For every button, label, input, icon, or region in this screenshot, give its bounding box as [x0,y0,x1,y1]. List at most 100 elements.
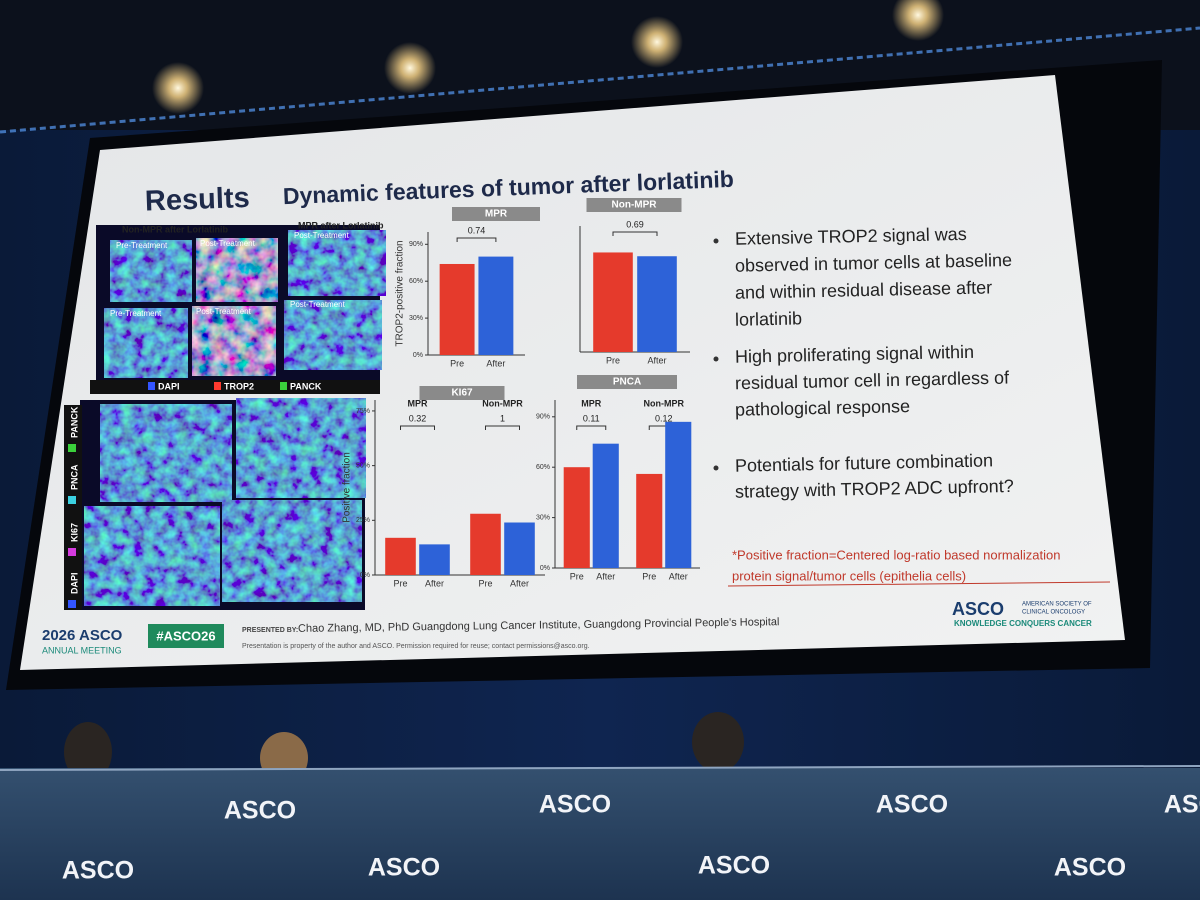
legend-swatch [214,382,221,390]
legend-label: KI67 [69,523,79,542]
legend-swatch [148,382,155,390]
bar [563,467,590,568]
footer: 2026 ASCO ANNUAL MEETING #ASCO26 PRESENT… [42,599,1092,656]
footnote: *Positive fraction=Centered log-ratio ba… [732,547,1060,583]
notice: Presentation is property of the author a… [242,643,590,650]
legend-swatch [280,382,287,390]
bullet-dot [713,238,719,244]
stage-lights [152,0,944,114]
bracket [456,237,497,242]
bar [419,544,450,575]
p-value: 0.32 [409,413,427,423]
p-value: 0.12 [655,413,673,423]
group-name: MPR [408,398,429,408]
banner-logo: ASCO [876,791,948,819]
y-tick-label: 50% [356,462,370,469]
org: ASCO [952,599,1004,619]
meeting-sub: ANNUAL MEETING [42,645,122,655]
banner-logo: ASCO [224,797,296,825]
p-value: 0.74 [468,225,486,235]
led-strip [0,26,1200,134]
y-tick-label: 90% [536,414,550,421]
desk-edge [0,765,1200,771]
legend-label: PANCK [290,381,322,391]
bar [478,256,514,355]
image-label: Post-Treatment [294,231,350,240]
x-tick-label: After [647,355,666,365]
y-axis-label: TROP2-positive fraction [395,240,406,346]
legend-label: TROP2 [224,381,254,391]
image-label: Pre-Treatment [116,241,168,250]
x-tick-label: Pre [606,355,620,365]
legend-swatch [68,496,76,504]
banner-logo: ASCO [698,852,770,880]
meeting: 2026 ASCO [42,627,123,644]
micrographs [64,225,386,610]
bracket [485,425,520,430]
legend-label: PANCK [69,406,79,438]
y-tick-label: 30% [536,514,550,521]
image-label: Post-Treatment [200,239,256,248]
legend-label: DAPI [69,572,79,594]
facet-title: MPR [485,209,508,220]
legend-swatch [68,548,76,556]
bullet-dot [713,356,719,362]
y-tick-label: 30% [409,315,423,322]
slide-heading: Results [144,182,250,218]
facet-title: Non-MPR [612,200,658,211]
bracket [612,231,658,236]
bar [636,473,663,568]
facet-title: PNCA [613,377,641,388]
facet-strip [419,386,505,400]
y-tick-label: 75% [356,408,370,415]
image-label: Post-Treatment [196,307,252,316]
p-value: 0.11 [583,413,600,423]
legend-label: DAPI [158,381,180,391]
image-group-label: Non-MPR after Lorlatinib [122,224,228,234]
group-name: Non-MPR [482,398,523,408]
banner-logo: ASCO [539,791,611,819]
banner-logo: ASCO [1054,854,1126,882]
x-tick-label: After [425,578,444,588]
org-name: CLINICAL ONCOLOGY [1022,610,1085,616]
bar [504,522,535,575]
bullet-dot [713,465,719,471]
bracket [400,425,435,430]
bar [470,513,501,575]
y-tick-label: 60% [536,464,550,471]
y-axis-label: Positive fraction [342,452,353,523]
x-tick-label: After [486,358,505,368]
p-value: 0.69 [626,219,644,229]
y-tick-label: 60% [409,278,423,285]
facet-strip [577,375,677,389]
bar [592,443,619,568]
x-tick-label: After [669,571,688,581]
x-tick-label: Pre [642,571,656,581]
legend-label: PNCA [69,464,79,490]
facet-strip [452,207,540,221]
bullet-text: pathological response [735,396,911,420]
footnote-line: protein signal/tumor cells (epithelia ce… [732,568,966,583]
x-tick-label: Pre [393,578,407,588]
bar [593,252,633,352]
y-tick-label: 0% [540,565,550,572]
bracket [576,425,607,430]
bar [637,256,677,352]
hashtag: #ASCO26 [156,628,215,643]
banner-logo: ASCO [62,857,134,885]
p-value: 1 [500,413,505,423]
y-tick-label: 90% [409,241,423,248]
group-name: MPR [581,398,602,408]
legend-swatch [68,444,76,452]
facet-strip [586,198,682,212]
banner-logo: ASCO [368,854,440,882]
group-name: Non-MPR [644,398,685,408]
bullet-text: lorlatinib [735,308,802,329]
image-group-label: MPR after Lorlatinib [298,220,384,230]
y-tick-label: 0% [413,352,423,359]
x-tick-label: Pre [450,358,464,368]
bar [439,263,475,355]
legend-swatch [68,600,76,608]
footnote-line: *Positive fraction=Centered log-ratio ba… [732,547,1060,562]
